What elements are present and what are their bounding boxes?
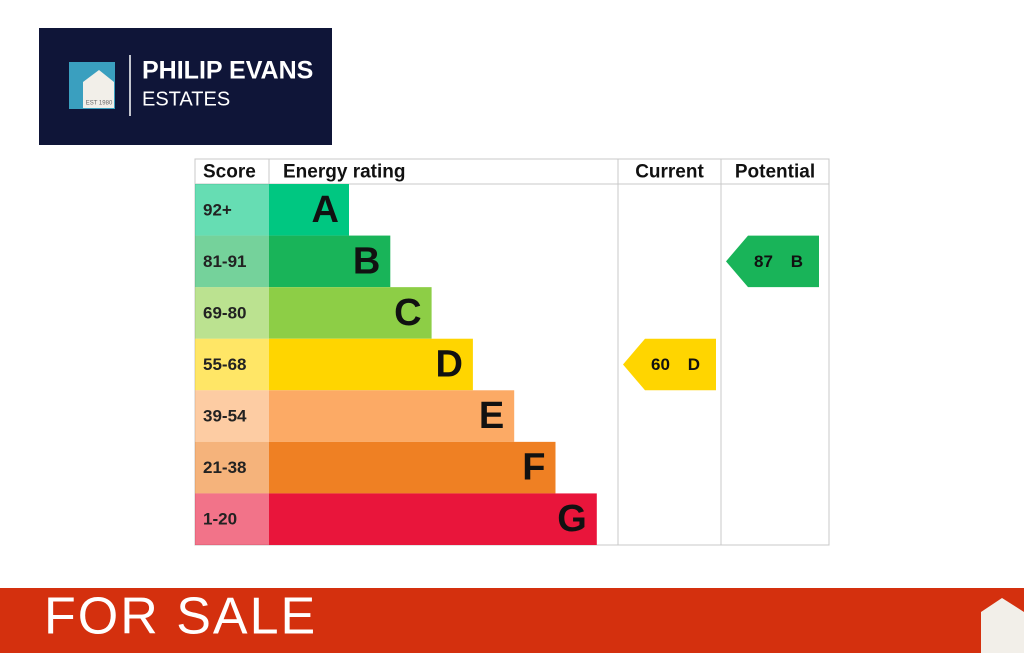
banner-text: FOR SALE <box>44 588 317 646</box>
logo-house <box>83 70 114 108</box>
rating-letter: D <box>435 344 462 386</box>
rating-bar <box>269 390 515 442</box>
rating-bar <box>269 338 473 391</box>
score-cell <box>195 441 269 494</box>
current-letter: D <box>688 355 700 374</box>
logo-name: PHILIP EVANS <box>142 57 313 85</box>
score-cell <box>195 287 269 339</box>
column-header: Current <box>635 162 704 183</box>
score-label: 69-80 <box>203 303 246 322</box>
rating-bar <box>269 287 432 339</box>
score-cell <box>195 184 269 236</box>
score-label: 1-20 <box>203 510 237 529</box>
score-label: 21-38 <box>203 458 246 477</box>
potential-value: 87 <box>754 252 773 271</box>
score-cell <box>195 338 269 391</box>
logo-est: EST 1980 <box>86 101 113 107</box>
score-label: 55-68 <box>203 355 246 374</box>
score-cell <box>195 493 269 545</box>
rating-letter: C <box>394 292 421 334</box>
current-arrow <box>623 338 716 391</box>
banner-house <box>981 598 1024 653</box>
column-header: Potential <box>735 162 815 183</box>
rating-letter: B <box>353 240 380 282</box>
current-value: 60 <box>651 355 670 374</box>
rating-letter: G <box>557 498 587 540</box>
banner <box>0 588 1024 653</box>
score-cell <box>195 390 269 442</box>
column-header: Energy rating <box>283 162 405 183</box>
score-cell <box>195 235 269 288</box>
score-label: 39-54 <box>203 407 247 426</box>
potential-arrow <box>726 235 819 288</box>
rating-bar <box>269 235 391 288</box>
potential-letter: B <box>791 252 803 271</box>
score-label: 92+ <box>203 200 232 219</box>
rating-letter: E <box>479 395 504 437</box>
rating-letter: F <box>522 447 545 489</box>
rating-bar <box>269 441 556 494</box>
rating-letter: A <box>312 189 339 231</box>
epc-chart: Score Energy rating Current Potential 92+ A 81… <box>194 158 830 546</box>
score-label: 81-91 <box>203 252 246 271</box>
rating-bar <box>269 493 597 545</box>
column-header: Score <box>203 162 256 183</box>
rating-bar <box>269 184 349 236</box>
logo-subtitle: ESTATES <box>142 88 230 110</box>
